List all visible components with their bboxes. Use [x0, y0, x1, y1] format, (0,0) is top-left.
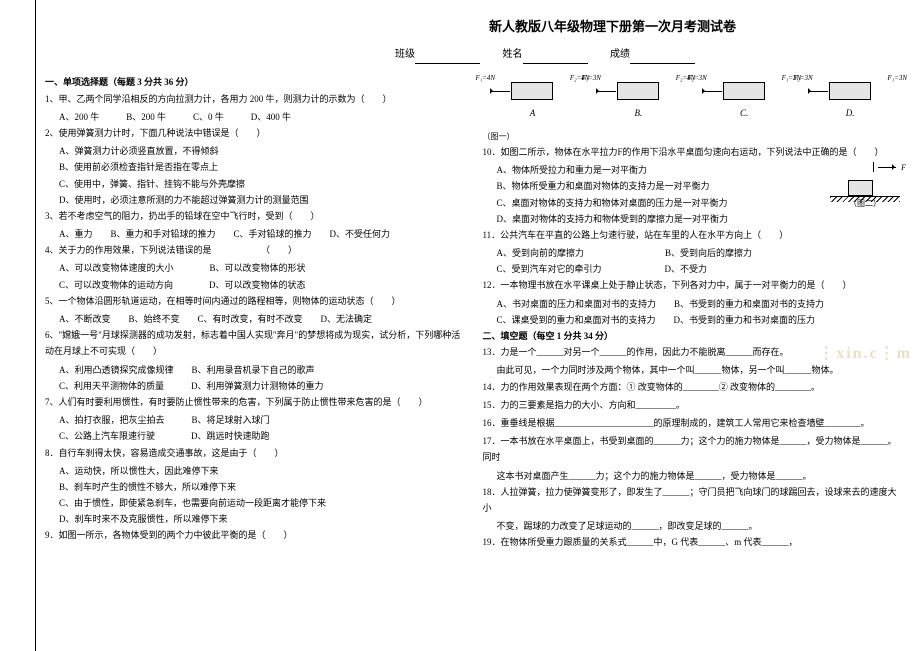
- q6a: A、利用凸透镜探究成像规律 B、利用录音机录下自己的歌声: [45, 362, 463, 378]
- q9: 9．如图一所示，各物体受到的两个力中彼此平衡的是（ ）: [45, 527, 463, 543]
- q7: 7、人们有时要利用惯性，有时要防止惯性带来的危害，下列属于防止惯性带来危害的是（…: [45, 394, 463, 410]
- class-label: 班级: [395, 49, 415, 60]
- q8b: B、刹车时产生的惯性不够大，所以难停下来: [45, 479, 463, 495]
- fc-label: C.: [717, 105, 771, 121]
- q6: 6、"嫦娥一号"月球探测器的成功发射，标志着中国人实现"奔月"的梦想将成为现实，…: [45, 327, 463, 359]
- fig2-f-label: F: [901, 161, 906, 175]
- q17b: 这本书对桌面产生______力；这个力的施力物体是______，受力物体是___…: [483, 468, 901, 484]
- q7a: A、拍打衣服，把灰尘拍去 B、将足球射入球门: [45, 412, 463, 428]
- q7b: C、公路上汽车限速行驶 D、跳远时快速助跑: [45, 428, 463, 444]
- q5: 5、一个物体沿圆形轨道运动，在相等时间内通过的路程相等，则物体的运动状态（ ）: [45, 293, 463, 309]
- q5-options: A、不断改变 B、始终不变 C、有时改变，有时不改变 D、无法确定: [45, 311, 463, 327]
- q14: 14．力的作用效果表现在两个方面：① 改变物体的________② 改变物体的_…: [483, 379, 901, 395]
- q18a: 18．人拉弹簧，拉力使弹簧变形了，即发生了______；守门员把飞向球门的球踢回…: [483, 484, 901, 516]
- diagram-d: F₂=3N F₁=3N D.: [823, 82, 877, 121]
- left-column: 一、单项选择题（每题 3 分共 36 分） 1、甲、乙两个同学沿相反的方向拉测力…: [45, 74, 463, 552]
- section2-header: 二、填空题（每空 1 分共 34 分）: [483, 328, 901, 344]
- q8a: A、运动快，所以惯性大，因此难停下来: [45, 463, 463, 479]
- q1: 1、甲、乙两个同学沿相反的方向拉测力计，各用力 200 牛，则测力计的示数为（ …: [45, 91, 463, 107]
- q2b: B、使用前必须检查指针是否指在零点上: [45, 159, 463, 175]
- q4a: A、可以改变物体速度的大小 B、可以改变物体的形状: [45, 260, 463, 276]
- q2: 2、使用弹簧测力计时，下面几种说法中错误是（ ）: [45, 125, 463, 141]
- fig1-caption: （图一）: [483, 130, 901, 144]
- fa-left: F₁=4N: [475, 72, 495, 85]
- q12a: A、书对桌面的压力和桌面对书的支持力 B、书受到的重力和桌面对书的支持力: [483, 296, 901, 312]
- fd-label: D.: [823, 105, 877, 121]
- q2d: D、使用时，必须注意所测的力不能超过弹簧测力计的测量范围: [45, 192, 463, 208]
- q11b: C、受到汽车对它的牵引力 D、不受力: [483, 261, 901, 277]
- fd-left: F₂=3N: [793, 72, 813, 85]
- q1-options: A、200 牛 B、200 牛 C、0 牛 D、400 牛: [45, 109, 463, 125]
- diagram-b: F₁=3N F₂=4N B.: [611, 82, 665, 121]
- score-label: 成绩: [610, 49, 630, 60]
- q18b: 不变，踢球的力改变了足球运动的______，即改变足球的______。: [483, 518, 901, 534]
- fb-label: B.: [611, 105, 665, 121]
- figure2: F （图二）: [830, 162, 900, 211]
- exam-title: 新人教版八年级物理下册第一次月考测试卷: [325, 15, 900, 38]
- section1-header: 一、单项选择题（每题 3 分共 36 分）: [45, 74, 463, 90]
- q15: 15．力的三要素是指力的大小、方向和_________。: [483, 397, 901, 413]
- q3-options: A、重力 B、重力和手对铅球的推力 C、手对铅球的推力 D、不受任何力: [45, 226, 463, 242]
- q13a: 13．力是一个______对另一个______的作用，因此力不能脱离______…: [483, 344, 901, 360]
- q10: 10．如图二所示，物体在水平拉力F的作用下沿水平桌面匀速向右运动，下列说法中正确…: [483, 144, 901, 160]
- q3: 3、若不考虑空气的阻力，扔出手的铅球在空中飞行时，受到（ ）: [45, 208, 463, 224]
- right-column: F₁=4N F₂=4N A F₁=3N F₂=4N B. F₂=3N F₁=3N…: [483, 74, 901, 552]
- fc-left: F₂=3N: [687, 72, 707, 85]
- q8c: C、由于惯性，即使紧急刹车，也需要向前运动一段距离才能停下来: [45, 495, 463, 511]
- q19: 19．在物体所受重力跟质量的关系式______中，G 代表______、m 代表…: [483, 534, 901, 550]
- diagram-c: F₂=3N F₁=3N C.: [717, 82, 771, 121]
- q2c: C、使用中，弹簧、指针、挂钩不能与外壳摩擦: [45, 176, 463, 192]
- left-margin-line: [35, 0, 36, 651]
- q4b: C、可以改变物体的运动方向 D、可以改变物体的状态: [45, 277, 463, 293]
- q16: 16．重垂线是根据______________________的原理制成的，建筑…: [483, 415, 901, 431]
- q13b: 由此可见，一个力同时涉及两个物体，其中一个叫______物体，另一个叫_____…: [483, 362, 901, 378]
- q8: 8．自行车刹得太快，容易造成交通事故，这是由于（ ）: [45, 445, 463, 461]
- q4: 4、关于力的作用效果，下列说法错误的是 （ ）: [45, 242, 463, 258]
- q11a: A、受到向前的摩擦力 B、受到向后的摩擦力: [483, 245, 901, 261]
- fa-label: A: [505, 105, 559, 121]
- name-label: 姓名: [503, 49, 523, 60]
- q11: 11．公共汽车在平直的公路上匀速行驶，站在车里的人在水平方向上（ ）: [483, 227, 901, 243]
- q10d: D、桌面对物体的支持力和物体受到的摩擦力是一对平衡力: [483, 211, 901, 227]
- q2a: A、弹簧测力计必须竖直放置，不得倾斜: [45, 143, 463, 159]
- diagram-a: F₁=4N F₂=4N A: [505, 82, 559, 121]
- figure1-diagrams: F₁=4N F₂=4N A F₁=3N F₂=4N B. F₂=3N F₁=3N…: [483, 82, 901, 121]
- fb-left: F₁=3N: [581, 72, 601, 85]
- fd-right: F₁=3N: [887, 72, 907, 85]
- q17a: 17．一本书放在水平桌面上，书受到桌面的______力；这个力的施力物体是___…: [483, 433, 901, 465]
- q6b: C、利用天平测物体的质量 D、利用弹簧测力计测物体的重力: [45, 378, 463, 394]
- header-fields: 班级 姓名 成绩: [395, 46, 900, 64]
- q12: 12．一本物理书放在水平课桌上处于静止状态，下列各对力中，属于一对平衡力的是（ …: [483, 277, 901, 293]
- q12b: C、课桌受到的重力和桌面对书的支持力 D、书受到的重力和书对桌面的压力: [483, 312, 901, 328]
- q8d: D、刹车时来不及克服惯性，所以难停下来: [45, 511, 463, 527]
